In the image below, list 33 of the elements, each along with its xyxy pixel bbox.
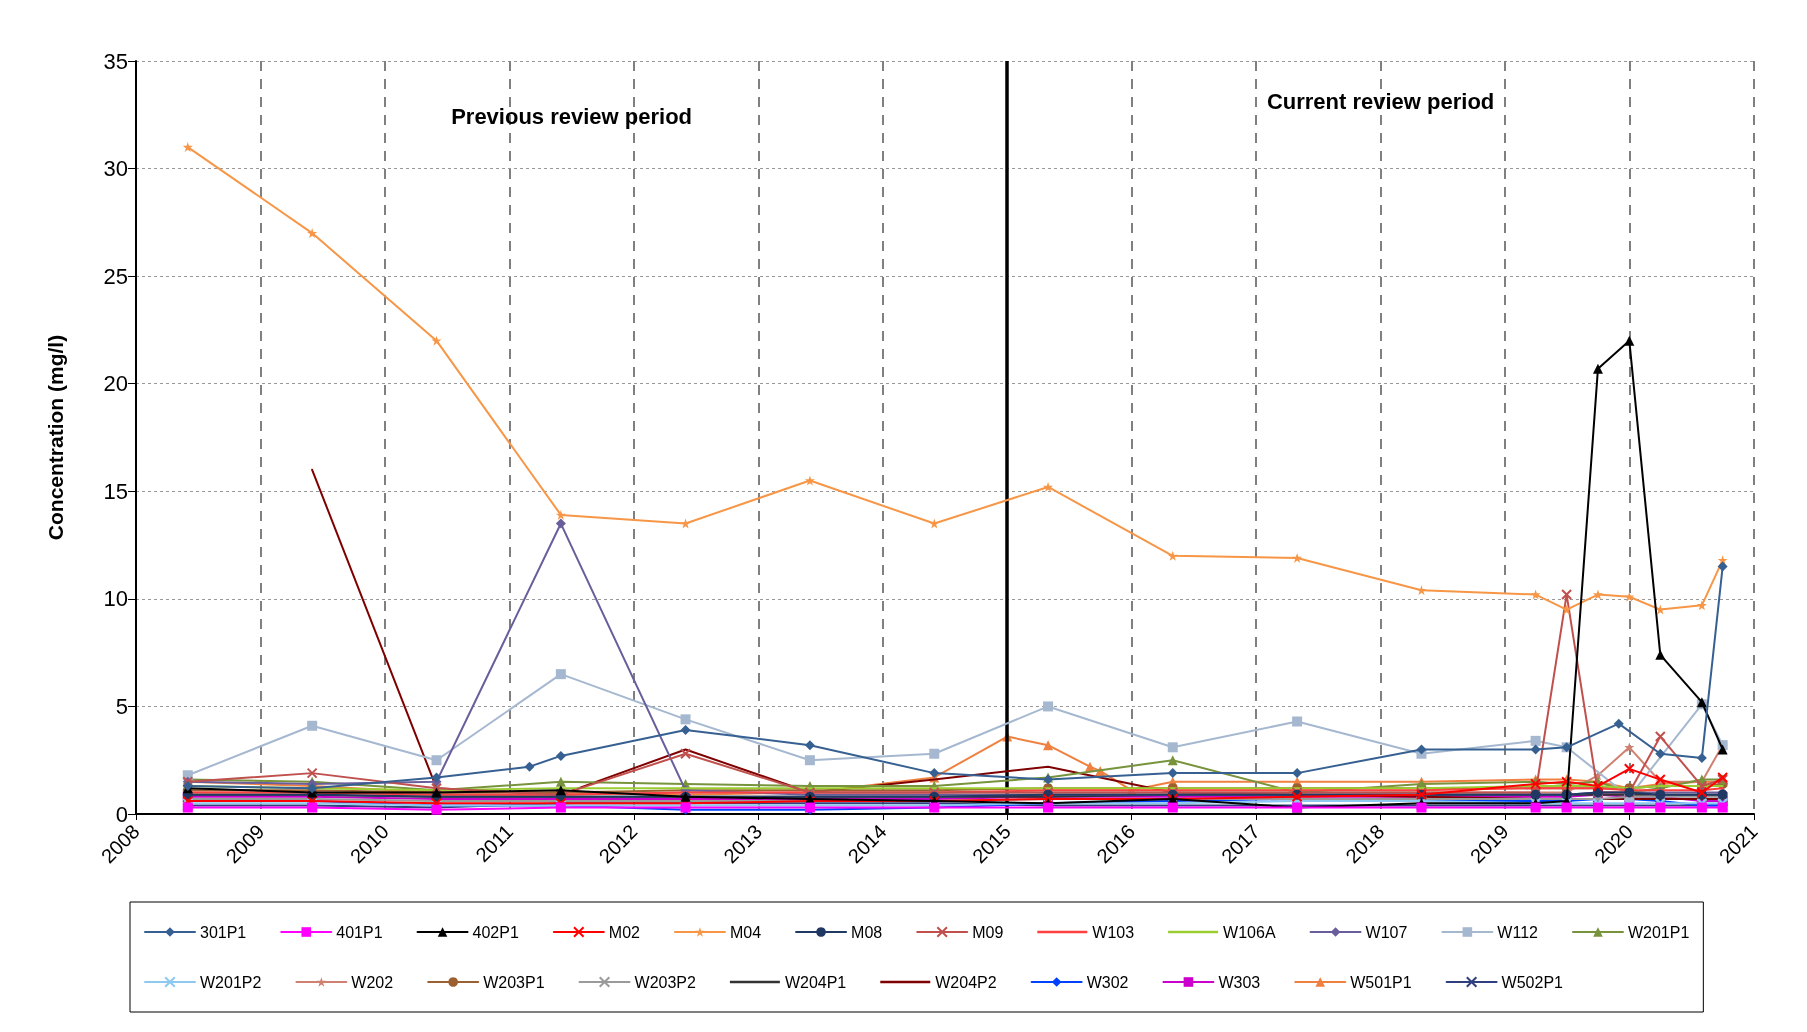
y-tick-label: 25 — [103, 263, 128, 289]
legend-label: W201P2 — [200, 973, 262, 991]
legend-label: M02 — [608, 923, 641, 941]
annotation: Current review period — [1266, 88, 1495, 114]
legend-label: W112 — [1497, 923, 1539, 941]
legend-label: W203P1 — [483, 973, 545, 991]
legend-label: W107 — [1365, 923, 1408, 941]
legend-label: W103 — [1092, 923, 1135, 941]
y-tick-label: 5 — [115, 693, 128, 719]
legend-label: M09 — [972, 923, 1004, 941]
y-axis-title: Concentration (mg/l) — [44, 334, 67, 541]
legend-label: W502P1 — [1501, 973, 1564, 991]
y-tick-label: 30 — [103, 156, 128, 182]
legend-label: W302 — [1086, 973, 1129, 991]
annotation: Previous review period — [451, 103, 693, 129]
y-tick-label: 35 — [103, 48, 128, 74]
y-tick-label: 0 — [115, 801, 128, 827]
y-tick-label: 15 — [103, 478, 128, 504]
legend-label: M04 — [729, 923, 762, 941]
legend-label: M08 — [851, 923, 883, 941]
legend-label: W203P2 — [634, 973, 696, 991]
legend-label: 401P1 — [336, 923, 383, 941]
legend-label: W204P1 — [784, 973, 847, 991]
legend-label: W204P2 — [935, 973, 997, 991]
legend-label: W202 — [351, 973, 394, 991]
y-tick-label: 20 — [103, 371, 128, 397]
legend-label: W201P1 — [1627, 923, 1690, 941]
legend-label: 402P1 — [472, 923, 519, 941]
legend-label: W106A — [1223, 923, 1276, 941]
legend-label: 301P1 — [200, 923, 247, 941]
y-tick-label: 10 — [103, 586, 128, 612]
legend-label: W303 — [1218, 973, 1261, 991]
legend-label: W501P1 — [1350, 973, 1412, 991]
